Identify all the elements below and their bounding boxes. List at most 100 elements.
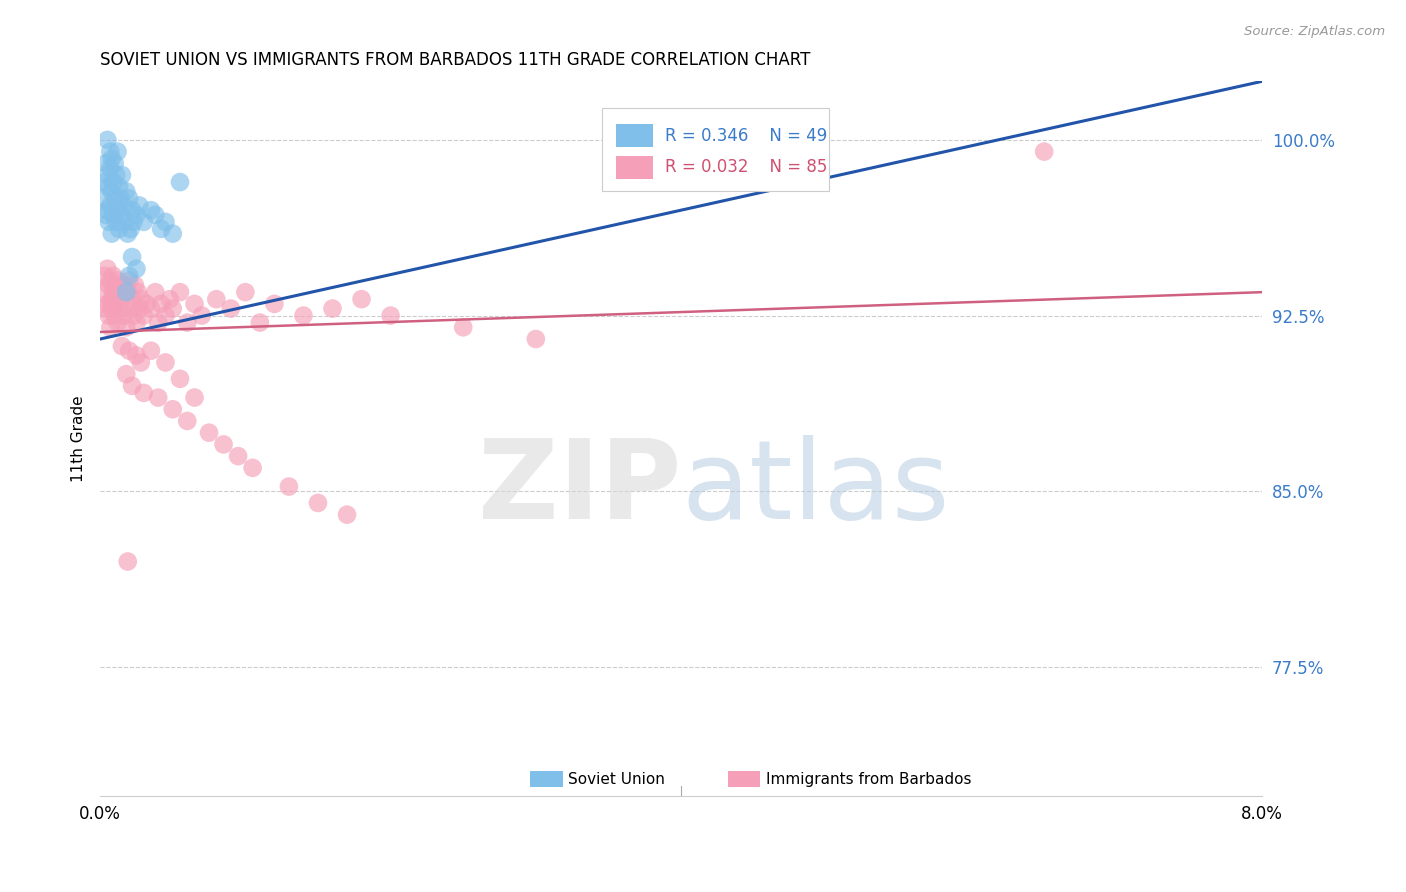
Point <box>91 191 114 205</box>
Point <box>122 309 145 323</box>
Point <box>124 278 146 293</box>
Point <box>115 185 138 199</box>
Point <box>110 191 132 205</box>
Point <box>104 292 127 306</box>
Bar <box>616 124 654 147</box>
Y-axis label: 11th Grade: 11th Grade <box>72 395 86 482</box>
Point <box>97 215 120 229</box>
Point <box>96 297 118 311</box>
Point <box>129 355 152 369</box>
Point <box>198 425 221 440</box>
Point <box>118 191 141 205</box>
Point <box>132 309 155 323</box>
Text: Immigrants from Barbados: Immigrants from Barbados <box>766 772 972 787</box>
Text: R = 0.032    N = 85: R = 0.032 N = 85 <box>665 158 827 176</box>
Point <box>235 285 257 300</box>
Point <box>524 332 547 346</box>
Point <box>108 222 131 236</box>
Point <box>104 191 127 205</box>
Point <box>94 208 117 222</box>
Point <box>122 215 145 229</box>
Point <box>155 355 177 369</box>
Point <box>96 261 118 276</box>
Point <box>110 301 132 316</box>
Bar <box>616 155 654 178</box>
Point <box>111 208 134 222</box>
Point <box>103 268 125 283</box>
Point <box>100 152 122 166</box>
Point <box>128 198 150 212</box>
Text: Source: ZipAtlas.com: Source: ZipAtlas.com <box>1244 25 1385 38</box>
Point <box>162 402 184 417</box>
Point <box>162 227 184 241</box>
Point <box>97 278 120 293</box>
Point <box>104 156 127 170</box>
Point <box>108 285 131 300</box>
Point <box>111 292 134 306</box>
Point <box>380 309 402 323</box>
Point <box>226 449 249 463</box>
Point <box>219 301 242 316</box>
Point <box>111 339 134 353</box>
Point <box>127 285 149 300</box>
Point <box>121 250 143 264</box>
Point <box>159 292 181 306</box>
Point <box>451 320 474 334</box>
Point <box>143 285 166 300</box>
Point <box>139 203 162 218</box>
Point <box>191 309 214 323</box>
Point <box>143 208 166 222</box>
Point <box>100 297 122 311</box>
Point <box>169 175 191 189</box>
Point <box>107 316 129 330</box>
Point <box>98 273 121 287</box>
Point <box>176 414 198 428</box>
Point <box>150 222 173 236</box>
Point <box>1033 145 1056 159</box>
Point <box>105 168 128 182</box>
Point <box>242 460 264 475</box>
Text: ZIP: ZIP <box>478 435 681 542</box>
Text: R = 0.346    N = 49: R = 0.346 N = 49 <box>665 127 827 145</box>
Point <box>307 496 329 510</box>
Point <box>205 292 228 306</box>
Point <box>169 372 191 386</box>
Point <box>155 215 177 229</box>
Point <box>108 179 131 194</box>
Point <box>100 185 122 199</box>
Point <box>212 437 235 451</box>
Point <box>97 309 120 323</box>
Point <box>125 208 148 222</box>
Text: Soviet Union: Soviet Union <box>568 772 665 787</box>
Point <box>112 198 135 212</box>
Point <box>98 145 121 159</box>
Point <box>125 348 148 362</box>
Point <box>103 175 125 189</box>
Point <box>139 343 162 358</box>
Point <box>96 133 118 147</box>
Point <box>117 227 139 241</box>
Point <box>150 297 173 311</box>
Point <box>100 301 122 316</box>
Point <box>100 292 122 306</box>
Point <box>117 555 139 569</box>
Text: SOVIET UNION VS IMMIGRANTS FROM BARBADOS 11TH GRADE CORRELATION CHART: SOVIET UNION VS IMMIGRANTS FROM BARBADOS… <box>100 51 810 69</box>
Point <box>115 285 138 300</box>
Point <box>121 203 143 218</box>
Point <box>148 391 170 405</box>
Point <box>336 508 359 522</box>
Point <box>132 215 155 229</box>
Point <box>96 168 118 182</box>
Point <box>278 479 301 493</box>
Point <box>129 292 152 306</box>
Point <box>162 301 184 316</box>
Point <box>97 179 120 194</box>
Point <box>98 198 121 212</box>
Point <box>107 145 129 159</box>
Point <box>121 379 143 393</box>
Point <box>176 316 198 330</box>
Point <box>93 268 115 283</box>
Point <box>120 222 142 236</box>
Point <box>98 320 121 334</box>
Point <box>115 367 138 381</box>
